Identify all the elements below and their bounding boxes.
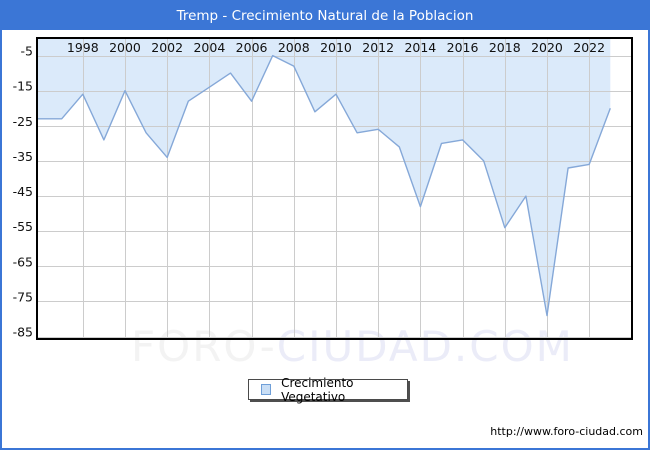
svg-text:2012: 2012 (362, 40, 394, 55)
svg-text:2016: 2016 (447, 40, 479, 55)
legend-swatch-icon (261, 384, 272, 395)
svg-text:-75: -75 (13, 289, 33, 304)
svg-text:-35: -35 (13, 149, 33, 164)
legend-label: Crecimiento Vegetativo (281, 375, 354, 404)
watermark-part1: FORO- (131, 322, 277, 371)
svg-text:2006: 2006 (236, 40, 268, 55)
svg-text:1998: 1998 (67, 40, 99, 55)
svg-text:2014: 2014 (404, 40, 436, 55)
svg-text:-5: -5 (21, 44, 33, 59)
area-fill (37, 38, 611, 316)
plot-border (36, 37, 633, 340)
svg-text:2018: 2018 (489, 40, 521, 55)
footer-url: http://www.foro-ciudad.com (490, 425, 643, 438)
svg-text:2020: 2020 (531, 40, 563, 55)
svg-text:2000: 2000 (109, 40, 141, 55)
x-tick-labels: 1998 2000 2002 2004 2006 2008 2010 2012 2014 2016… (67, 40, 605, 55)
svg-text:-25: -25 (13, 114, 33, 129)
y-tick-labels: -5 -15 -25 -35 -45 -55 -65 -75 -85 (13, 44, 33, 340)
watermark-part2: CIUDAD.COM (276, 322, 574, 371)
chart-title: Tremp - Crecimiento Natural de la Poblac… (176, 8, 474, 24)
svg-text:2008: 2008 (278, 40, 310, 55)
watermark: FORO-CIUDAD.COM (131, 326, 574, 368)
svg-text:-55: -55 (13, 219, 33, 234)
svg-text:2004: 2004 (193, 40, 225, 55)
svg-text:-45: -45 (13, 184, 33, 199)
title-bar: Tremp - Crecimiento Natural de la Poblac… (2, 2, 648, 30)
svg-text:-15: -15 (13, 79, 33, 94)
svg-text:-65: -65 (13, 254, 33, 269)
svg-text:2002: 2002 (151, 40, 183, 55)
legend-box: Crecimiento Vegetativo (248, 376, 408, 404)
data-line (37, 54, 611, 317)
svg-text:2022: 2022 (573, 40, 605, 55)
svg-text:2010: 2010 (320, 40, 352, 55)
svg-text:-85: -85 (13, 325, 33, 340)
